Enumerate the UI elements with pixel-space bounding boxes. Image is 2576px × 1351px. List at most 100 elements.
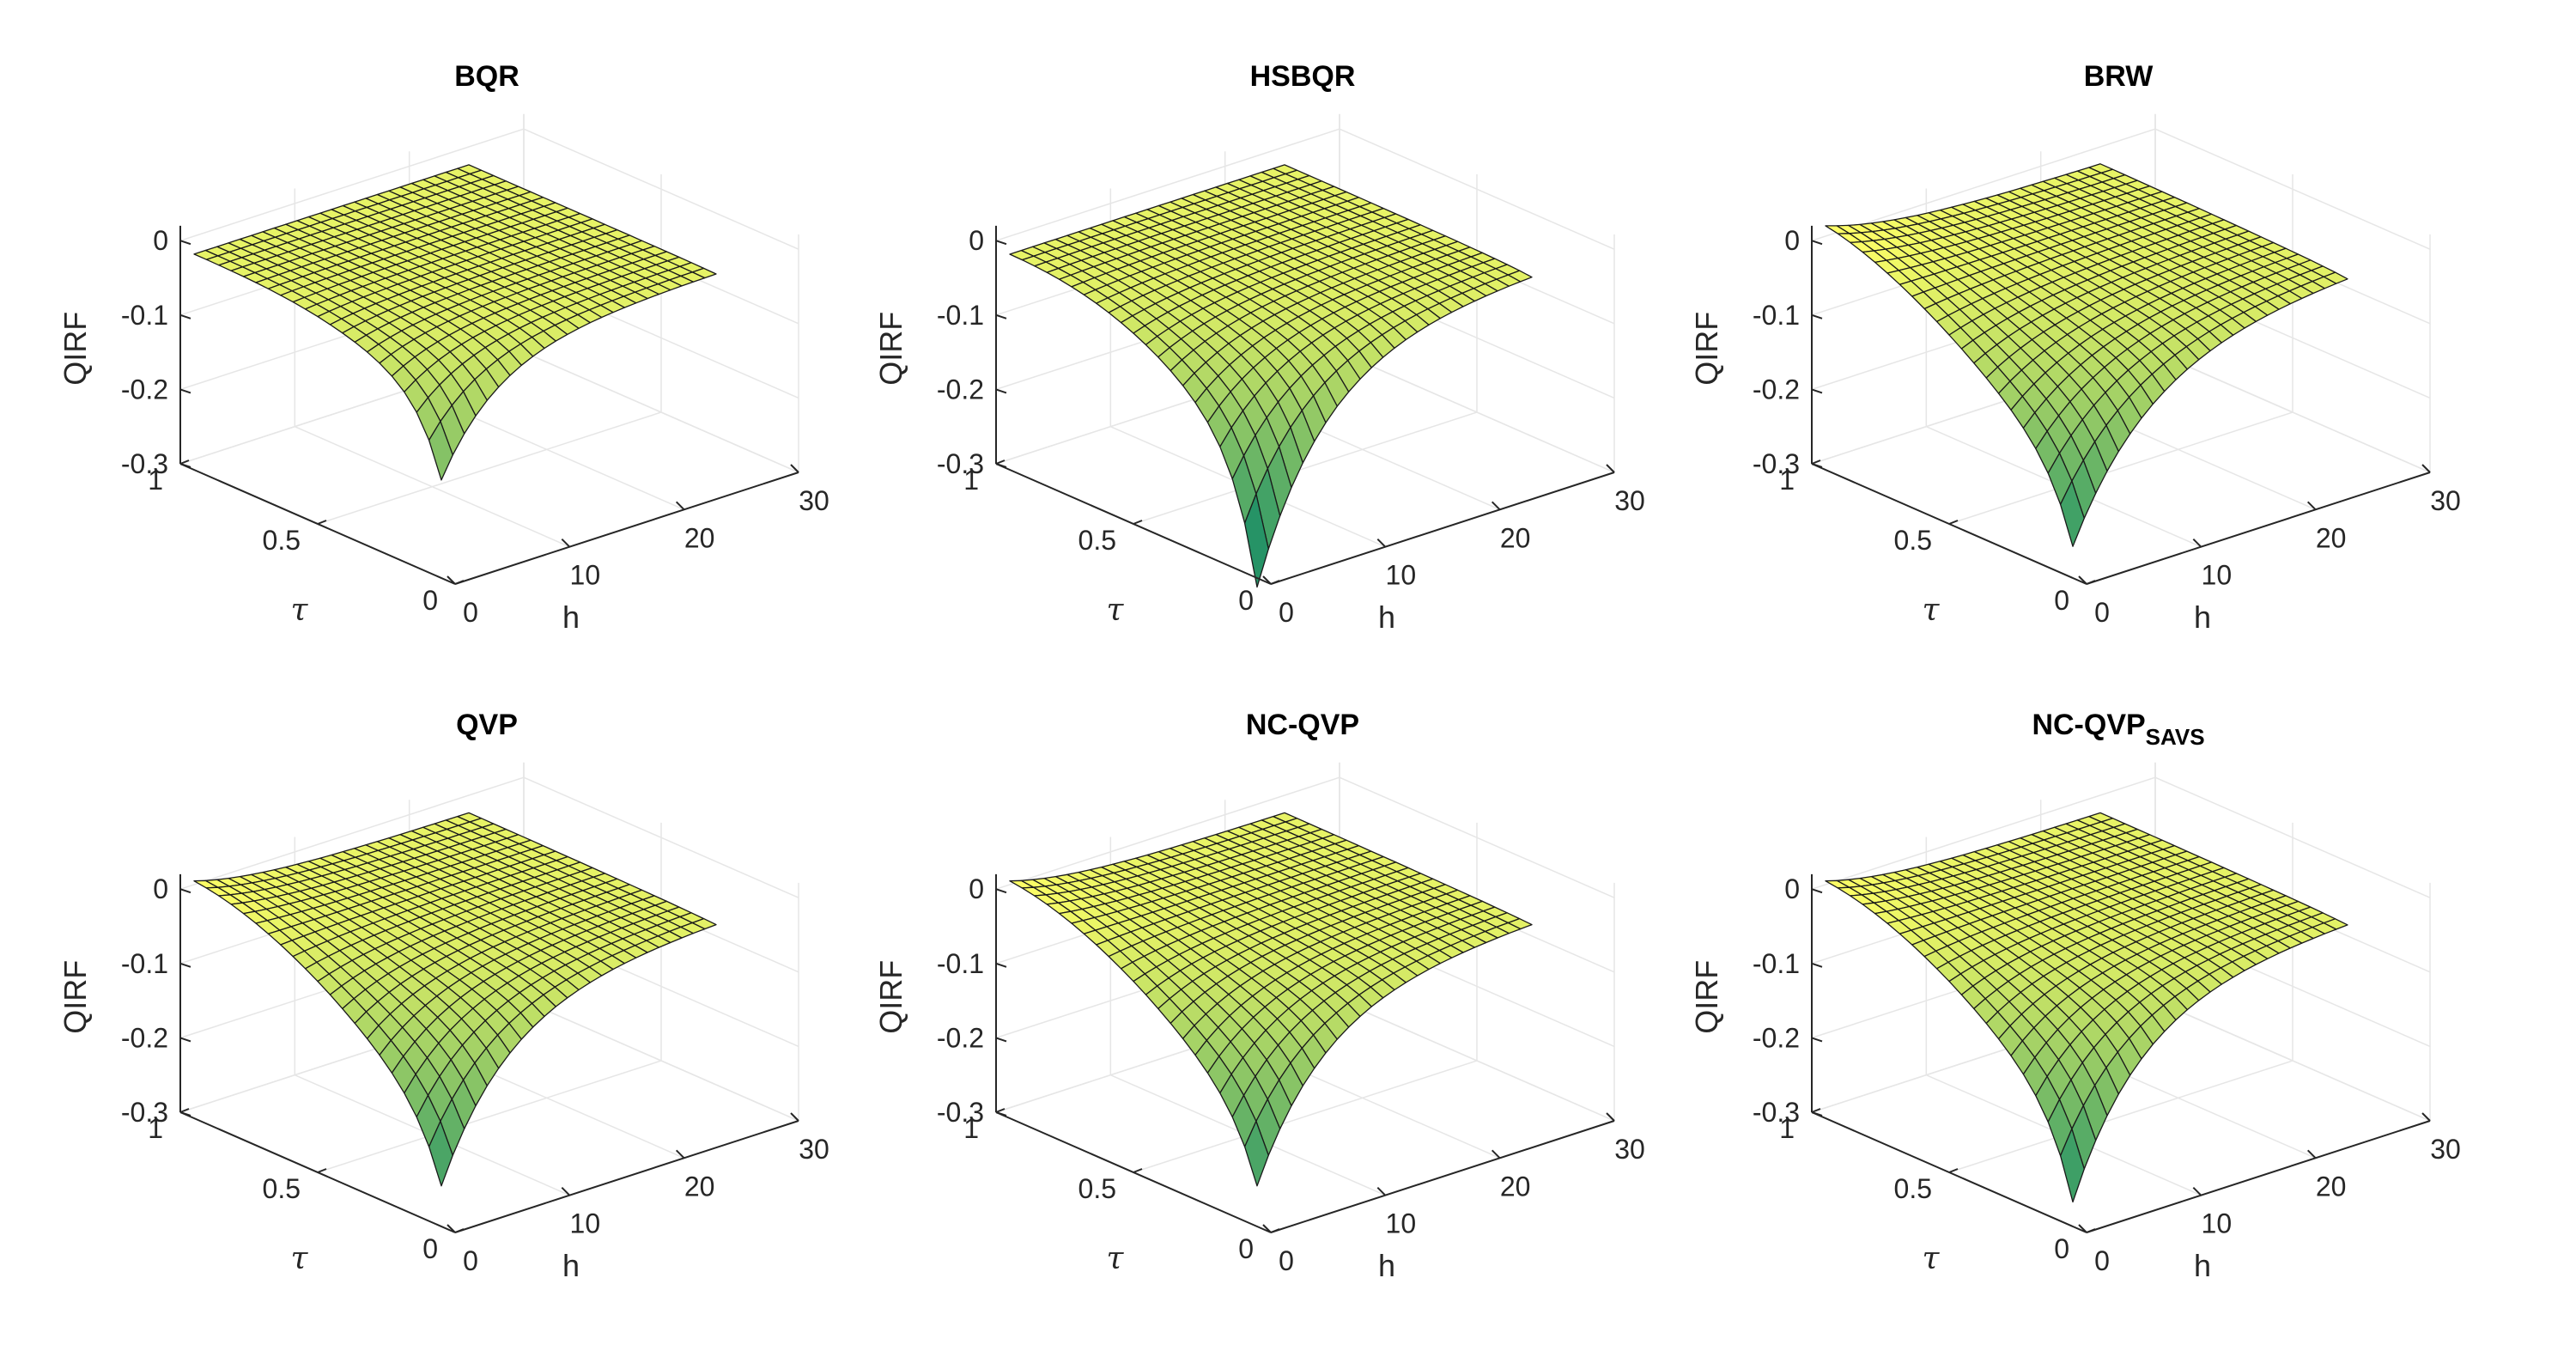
- z-tick-label: 0: [1784, 225, 1800, 256]
- z-tick: [179, 1037, 191, 1043]
- h-tick-label: 30: [2430, 1134, 2461, 1165]
- surface-facet: [2059, 1128, 2085, 1203]
- tau-tick: [454, 580, 465, 585]
- surface: [1009, 812, 1533, 1187]
- h-tick: [2078, 1224, 2087, 1233]
- z-tick: [995, 1037, 1007, 1043]
- h-tick-label: 20: [684, 1171, 715, 1202]
- surface: [1009, 164, 1533, 588]
- h-tick-label: 10: [1386, 560, 1417, 591]
- tau-tick-label: 0: [2054, 585, 2069, 616]
- z-tick-label: -0.1: [1753, 300, 1800, 331]
- tau-tick-label: 1: [1779, 1113, 1795, 1144]
- z-tick-label: 0: [969, 225, 984, 256]
- z-tick: [1811, 313, 1823, 319]
- h-axis-line: [1270, 1120, 1615, 1233]
- z-tick-label: -0.3: [937, 1097, 984, 1128]
- tau-tick: [995, 459, 1005, 465]
- z-tick: [1811, 962, 1823, 968]
- tau-tick-label: 1: [1779, 465, 1795, 496]
- tau-tick-label: 1: [963, 465, 979, 496]
- surface: [193, 164, 717, 481]
- tau-tick-label: 1: [148, 465, 163, 496]
- z-tick: [179, 888, 191, 894]
- z-tick: [179, 1111, 191, 1117]
- z-tick-label: -0.1: [937, 300, 984, 331]
- h-tick: [2192, 1186, 2202, 1196]
- tau-tick-label: 1: [963, 1113, 979, 1144]
- h-tick: [1606, 1112, 1615, 1122]
- z-tick-label: 0: [1784, 873, 1800, 904]
- z-tick-label: -0.2: [1753, 1022, 1800, 1053]
- tau-tick-label: 0.5: [1894, 1173, 1932, 1204]
- panel-title: NC-QVP: [1246, 709, 1359, 741]
- tau-axis-label: τ: [1106, 593, 1124, 628]
- panel-title-main: NC-QVP: [1246, 709, 1359, 741]
- tau-axis-label: τ: [1106, 1241, 1124, 1276]
- h-axis-label: h: [2194, 1248, 2211, 1283]
- tau-tick: [1948, 520, 1959, 525]
- h-tick: [1491, 1149, 1501, 1159]
- h-tick-label: 0: [2094, 597, 2110, 628]
- h-tick-label: 0: [463, 597, 478, 628]
- tau-tick: [1948, 1168, 1959, 1173]
- z-axis-label: QIRF: [58, 312, 93, 386]
- tau-tick: [179, 459, 190, 465]
- z-tick: [995, 1111, 1007, 1117]
- tau-tick: [995, 1108, 1005, 1113]
- tau-tick: [1811, 1108, 1821, 1113]
- h-tick: [2192, 538, 2202, 548]
- panel-title-main: NC-QVP: [2032, 709, 2145, 741]
- z-tick-label: -0.1: [121, 300, 168, 331]
- z-tick: [179, 388, 191, 394]
- tau-tick: [317, 520, 327, 525]
- h-tick: [790, 464, 799, 473]
- surface: [1825, 163, 2348, 547]
- z-axis-label: QIRF: [1689, 312, 1724, 386]
- h-tick: [2306, 501, 2317, 511]
- panel-title-subscript: SAVS: [2146, 724, 2205, 750]
- panel-title: NC-QVPSAVS: [2032, 709, 2204, 750]
- z-tick-label: 0: [969, 873, 984, 904]
- h-axis-line: [454, 1120, 799, 1233]
- z-tick: [995, 313, 1007, 319]
- h-tick-label: 20: [1500, 1171, 1531, 1202]
- z-tick: [179, 962, 191, 968]
- h-tick: [2306, 1149, 2317, 1159]
- tau-axis-label: τ: [1922, 1241, 1940, 1276]
- h-tick-label: 10: [1386, 1208, 1417, 1239]
- tau-tick: [1133, 520, 1143, 525]
- tau-tick-label: 0: [422, 585, 438, 616]
- h-tick: [1491, 501, 1501, 511]
- tau-tick: [179, 1108, 190, 1113]
- panel-title: BRW: [2084, 60, 2154, 93]
- z-axis-label: QIRF: [58, 960, 93, 1034]
- tau-tick: [1133, 1168, 1143, 1173]
- tau-axis-label: τ: [290, 1241, 308, 1276]
- z-tick-label: -0.3: [121, 1097, 168, 1128]
- h-tick-label: 30: [799, 1134, 829, 1165]
- h-tick: [1376, 1186, 1387, 1196]
- h-tick-label: 0: [2094, 1245, 2110, 1276]
- panel-title-main: QVP: [456, 709, 518, 741]
- h-tick-label: 20: [2316, 522, 2347, 553]
- surface-facet: [2059, 480, 2085, 547]
- z-tick-label: -0.2: [121, 374, 168, 405]
- panel-title: QVP: [456, 709, 518, 741]
- z-tick-label: -0.3: [121, 448, 168, 479]
- z-tick-label: -0.2: [937, 374, 984, 405]
- z-axis-label: QIRF: [873, 960, 908, 1034]
- z-tick-label: 0: [153, 225, 168, 256]
- h-tick: [675, 501, 685, 511]
- h-tick-label: 10: [2202, 1208, 2233, 1239]
- h-tick: [1262, 575, 1272, 585]
- tau-tick-label: 0.5: [1894, 525, 1932, 556]
- tau-tick: [1270, 580, 1280, 585]
- tau-tick-label: 0.5: [1078, 525, 1116, 556]
- tau-tick-label: 0.5: [263, 525, 301, 556]
- tau-tick-label: 0: [422, 1233, 438, 1264]
- h-axis-line: [2086, 1120, 2431, 1233]
